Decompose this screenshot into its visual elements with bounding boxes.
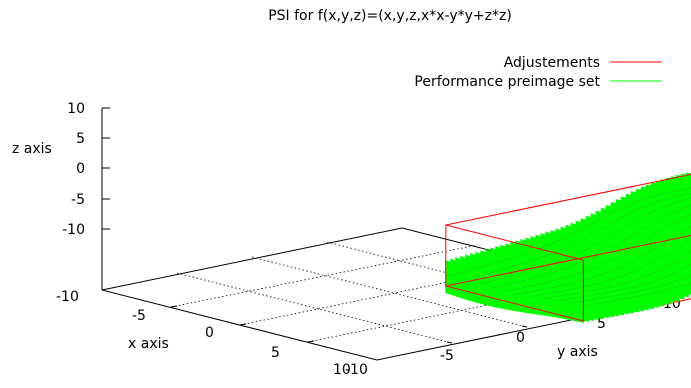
y-tick-mark-0 [522,326,527,327]
y-tick-label-0: 0 [516,330,525,346]
x-tick-mark-minus5 [171,306,177,307]
x-tick-label-minus5: -5 [132,308,146,324]
grid-line-y1 [177,273,452,343]
x-tick-mark-5 [308,341,314,342]
z-tick-label-0: 0 [76,161,85,177]
legend-label-adjustements: Adjustements [504,55,600,71]
x-axis-label: x axis [128,336,169,352]
grid-line-x1 [171,245,477,307]
x-tick-label-5: 5 [271,345,280,361]
performance-preimage-surface [446,162,691,322]
y-tick-mark-minus5 [447,342,452,343]
legend-label-performance-preimage-set: Performance preimage set [414,74,600,90]
z-tick-label-10: 10 [67,101,85,117]
z-tick-label-5: 5 [76,131,85,147]
x-tick-label-0: 0 [205,325,214,341]
y-tick-label-minus5: -5 [440,348,454,364]
z-axis: 10 5 0 -5 -10 z axis [12,101,110,290]
y-axis-label: y axis [557,344,598,360]
x-tick-label-minus10: -10 [56,289,79,305]
chart-title: PSI for f(x,y,z)=(x,y,z,x*x-y*y+z*z) [268,8,512,24]
x-tick-mark-0 [240,324,246,325]
x-axis: -10 -5 0 5 10 x axis [56,289,351,378]
y-tick-label-minus10: -10 [345,362,368,378]
z-axis-label: z axis [12,141,52,157]
legend: Adjustements Performance preimage set [414,55,662,90]
z-tick-label-minus5: -5 [71,192,85,208]
z-tick-label-minus10: -10 [62,222,85,238]
